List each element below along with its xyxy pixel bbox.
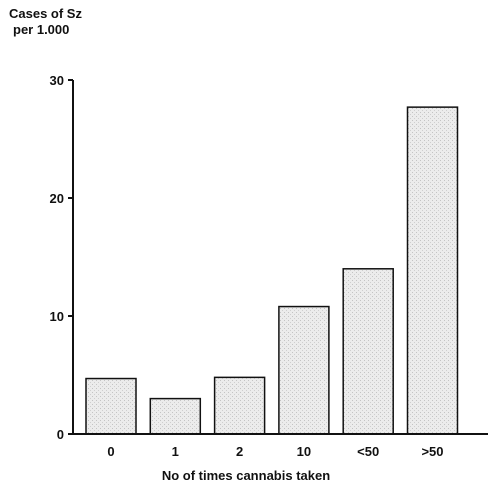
y-axis-label-line-2: per 1.000 bbox=[13, 22, 70, 37]
x-tick-label-2: 2 bbox=[236, 444, 243, 459]
bar-3 bbox=[278, 305, 330, 435]
bar-5 bbox=[406, 106, 459, 435]
bar-1 bbox=[149, 397, 202, 435]
y-tick-label-2: 20 bbox=[50, 191, 64, 206]
x-tick-label-5: >50 bbox=[421, 444, 443, 459]
ticks-group: 0 1 2 10 <50 >50 0 10 20 30 bbox=[50, 73, 444, 459]
y-tick-label-3: 30 bbox=[50, 73, 64, 88]
y-axis-label-line-1: Cases of Sz bbox=[9, 6, 82, 21]
y-tick-label-1: 10 bbox=[50, 309, 64, 324]
bar-2 bbox=[213, 376, 266, 435]
x-tick-label-4: <50 bbox=[357, 444, 379, 459]
x-tick-label-3: 10 bbox=[297, 444, 311, 459]
axes-group bbox=[68, 79, 488, 435]
x-axis-label: No of times cannabis taken bbox=[161, 468, 331, 483]
bar-0 bbox=[85, 377, 137, 435]
bars-group bbox=[85, 106, 459, 435]
y-tick-label-0: 0 bbox=[57, 427, 64, 442]
x-tick-label-1: 1 bbox=[172, 444, 179, 459]
x-tick-label-0: 0 bbox=[107, 444, 114, 459]
bar-4 bbox=[342, 268, 394, 435]
